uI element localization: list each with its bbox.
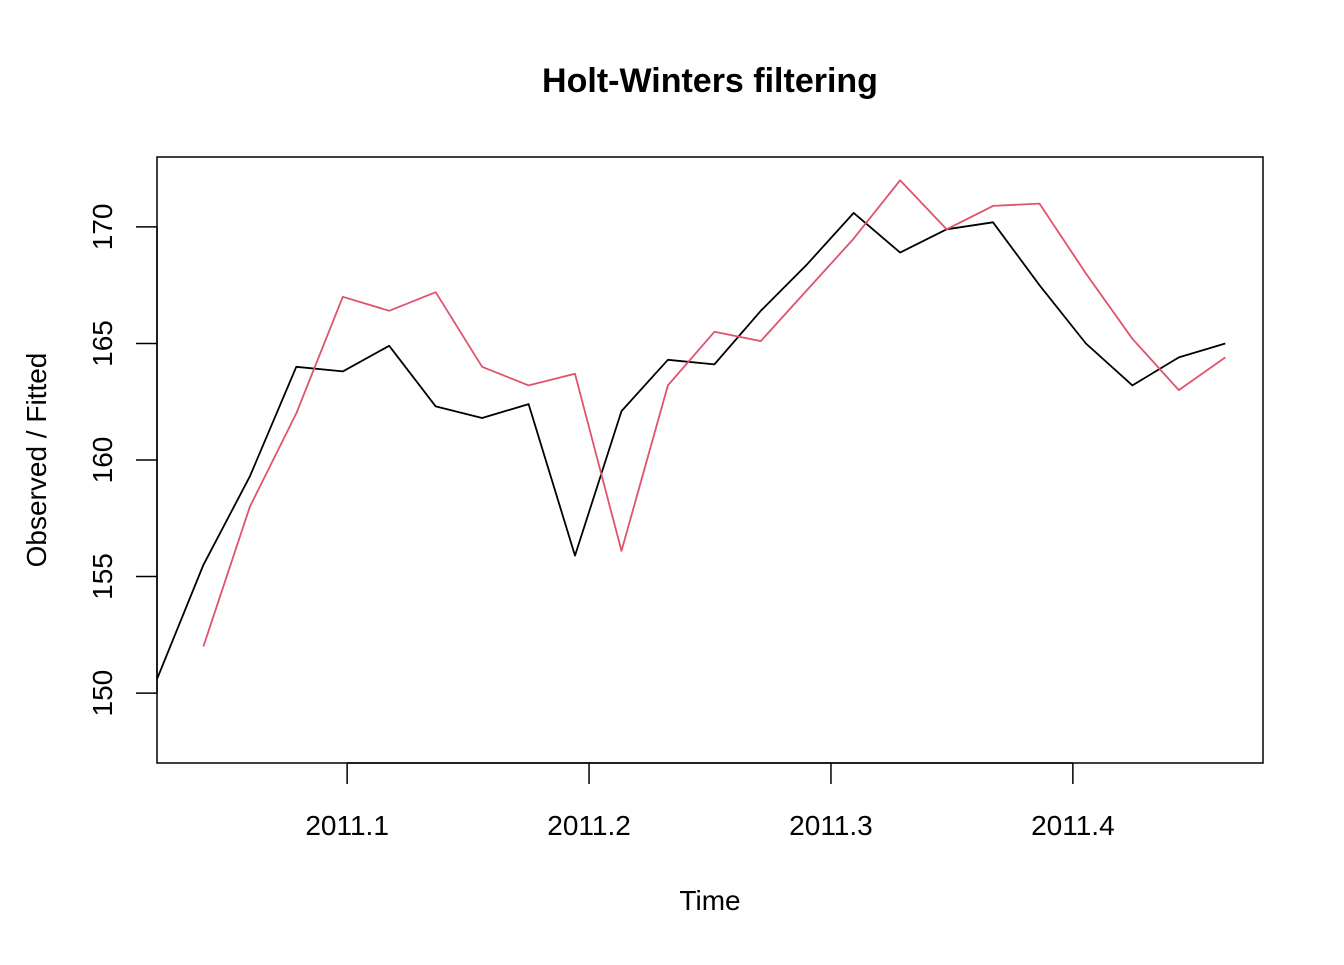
series-layer	[156, 179, 1226, 680]
x-tick-label: 2011.2	[547, 810, 631, 841]
observed-series-line	[156, 211, 1226, 680]
x-tick-label: 2011.4	[1031, 810, 1115, 841]
chart-title: Holt-Winters filtering	[542, 62, 878, 100]
x-axis: 2011.1 2011.2 2011.3 2011.4	[305, 762, 1115, 841]
x-tick-label: 2011.1	[305, 810, 389, 841]
x-tick-label: 2011.3	[789, 810, 873, 841]
fitted-series-line	[202, 179, 1226, 647]
y-tick-label: 155	[87, 553, 118, 600]
y-tick-label: 170	[87, 204, 118, 251]
plot-frame	[156, 156, 1264, 764]
y-tick-label: 150	[87, 670, 118, 717]
y-axis-label: Observed / Fitted	[21, 353, 52, 568]
y-tick-label: 165	[87, 320, 118, 367]
x-axis-label: Time	[679, 885, 740, 916]
y-axis: 150 155 160 165 170	[87, 204, 158, 717]
y-tick-label: 160	[87, 437, 118, 484]
